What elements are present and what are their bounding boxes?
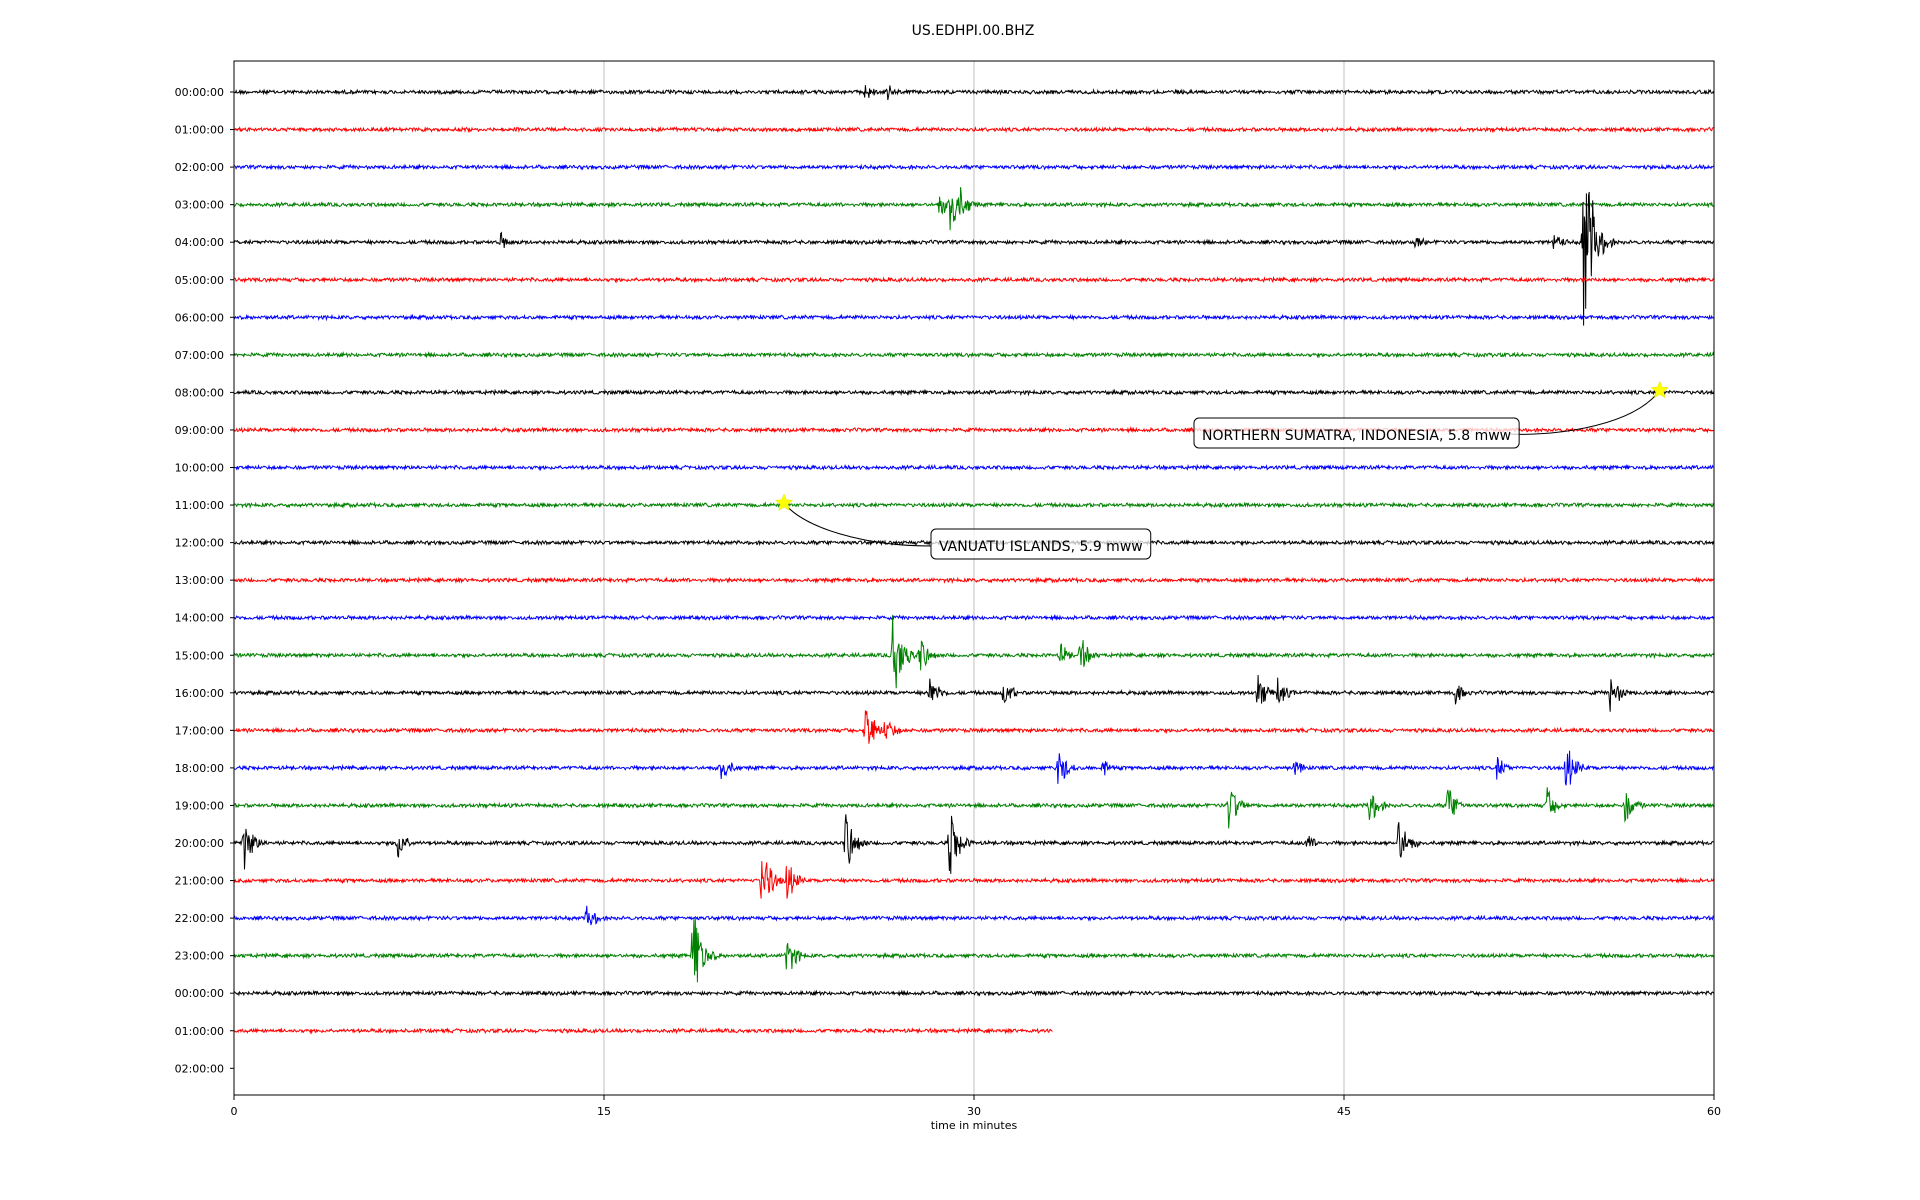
trace-row xyxy=(233,613,1715,622)
row-time-label: 08:00:00 xyxy=(175,386,224,399)
row-time-label: 01:00:00 xyxy=(175,1025,224,1038)
row-time-label: 00:00:00 xyxy=(175,987,224,1000)
annotation-connector xyxy=(783,502,932,547)
trace-row xyxy=(233,350,1715,359)
x-tick-label: 15 xyxy=(597,1105,611,1118)
annotation-connector xyxy=(1509,390,1661,435)
row-time-label: 17:00:00 xyxy=(175,724,224,737)
trace-row xyxy=(233,787,1715,829)
row-time-label: 05:00:00 xyxy=(175,274,224,287)
annotation-label: NORTHERN SUMATRA, INDONESIA, 5.8 mww xyxy=(1202,428,1511,444)
trace-row xyxy=(233,275,1714,284)
trace-row xyxy=(233,187,1714,231)
trace-row xyxy=(233,163,1715,171)
row-time-label: 23:00:00 xyxy=(175,950,224,963)
chart-title: US.EDHPI.00.BHZ xyxy=(912,23,1035,39)
row-time-label: 11:00:00 xyxy=(175,499,224,512)
row-time-label: 09:00:00 xyxy=(175,424,224,437)
x-tick-label: 45 xyxy=(1337,1105,1351,1118)
row-time-labels: 00:00:00 01:00:00 02:00:00 03:00:00 04:00:00… xyxy=(175,86,234,1075)
row-time-label: 12:00:00 xyxy=(175,537,224,550)
annotation-box xyxy=(1193,417,1520,449)
trace-row xyxy=(233,814,1714,874)
row-time-label: 04:00:00 xyxy=(175,236,224,249)
row-time-label: 16:00:00 xyxy=(175,687,224,700)
trace-row xyxy=(233,989,1715,997)
trace-row xyxy=(233,576,1715,585)
row-time-label: 22:00:00 xyxy=(175,912,224,925)
row-time-label: 07:00:00 xyxy=(175,349,224,362)
row-time-label: 01:00:00 xyxy=(175,124,224,137)
row-time-label: 21:00:00 xyxy=(175,875,224,888)
row-time-label: 03:00:00 xyxy=(175,199,224,212)
row-time-label: 10:00:00 xyxy=(175,462,224,475)
x-axis-ticks: 0 15 30 45 60 xyxy=(231,1095,1721,1118)
row-time-label: 02:00:00 xyxy=(175,161,224,174)
event-star-icon xyxy=(1650,380,1669,399)
row-time-label: 20:00:00 xyxy=(175,837,224,850)
trace-row xyxy=(233,463,1714,472)
event-star-icon xyxy=(774,493,794,511)
trace-row xyxy=(233,614,1715,689)
trace-row xyxy=(233,125,1714,134)
trace-row xyxy=(233,750,1715,786)
trace-row xyxy=(233,905,1715,926)
trace-row xyxy=(233,710,1715,744)
row-time-label: 00:00:00 xyxy=(175,86,224,99)
trace-row xyxy=(233,313,1715,322)
row-time-label: 13:00:00 xyxy=(175,574,224,587)
x-tick-label: 60 xyxy=(1707,1105,1721,1118)
trace-row xyxy=(233,191,1715,326)
trace-row xyxy=(233,861,1715,899)
x-tick-label: 0 xyxy=(231,1105,238,1118)
row-time-label: 19:00:00 xyxy=(175,799,224,812)
row-time-label: 06:00:00 xyxy=(175,311,224,324)
annotation-box xyxy=(930,528,1152,560)
annotation-label: VANUATU ISLANDS, 5.9 mww xyxy=(939,539,1143,555)
row-time-label: 14:00:00 xyxy=(175,612,224,625)
row-time-label: 18:00:00 xyxy=(175,762,224,775)
event-annotations: NORTHERN SUMATRA, INDONESIA, 5.8 mww VANU… xyxy=(774,380,1669,560)
trace-row xyxy=(234,388,1715,397)
trace-row xyxy=(233,501,1715,510)
trace-row xyxy=(233,85,1715,101)
row-time-label: 15:00:00 xyxy=(175,649,224,662)
plot-frame xyxy=(233,60,1715,1096)
trace-row xyxy=(233,1026,1053,1035)
x-tick-label: 30 xyxy=(967,1105,981,1118)
trace-row xyxy=(233,674,1714,712)
x-gridlines xyxy=(603,61,1345,1095)
trace-row xyxy=(233,916,1715,983)
traces-layer xyxy=(233,85,1715,1035)
x-axis-label: time in minutes xyxy=(931,1119,1018,1132)
row-time-label: 02:00:00 xyxy=(175,1062,224,1075)
